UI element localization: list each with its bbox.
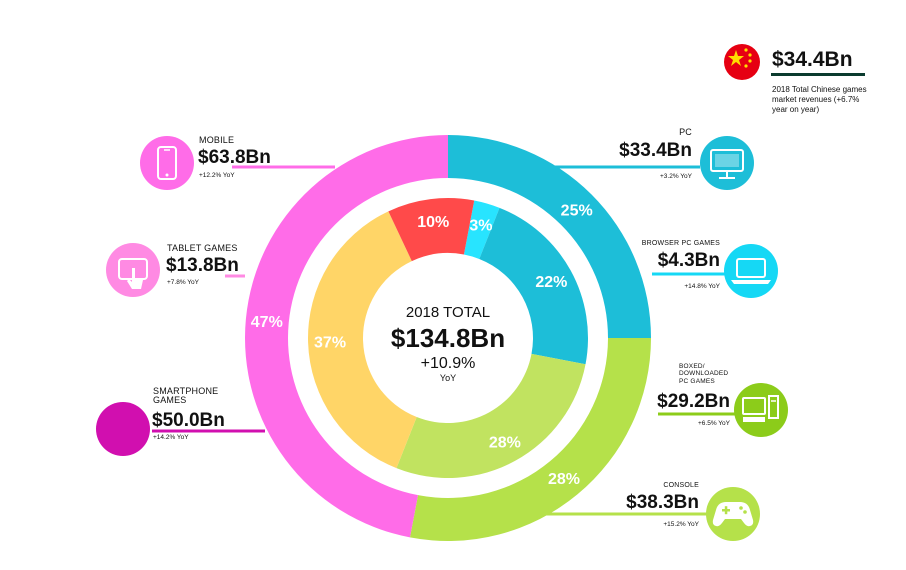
laptop-icon bbox=[724, 244, 778, 298]
console-yoy: +15.2% YoY bbox=[663, 521, 699, 528]
tablet-touch-icon bbox=[106, 243, 160, 297]
outer-slice-pc bbox=[448, 135, 651, 338]
inner-ring bbox=[308, 198, 588, 478]
center-total-value: $134.8Bn bbox=[390, 323, 506, 353]
tablet-value: $13.8Bn bbox=[166, 255, 239, 276]
china-revenue-value: $34.4Bn bbox=[772, 48, 853, 71]
china-note-line3: year on year) bbox=[772, 105, 820, 114]
outer-slice-mobile bbox=[245, 135, 448, 538]
inner-slice-console-label: 28% bbox=[489, 434, 521, 451]
center-title: 2018 TOTAL bbox=[405, 304, 491, 321]
outer-slice-console bbox=[409, 338, 651, 541]
outer-slice-pc-label: 25% bbox=[561, 202, 593, 219]
boxed-title-line2: DOWNLOADED bbox=[679, 370, 729, 378]
boxed-title-line1: BOXED/ bbox=[679, 363, 705, 370]
ring-labels: 25% 28% 47% 3% 22% 28% 37% 10% bbox=[251, 202, 593, 488]
smartphone-icon bbox=[96, 402, 150, 456]
mobile-phone-icon bbox=[140, 136, 194, 190]
center-yoy-sub: YoY bbox=[439, 373, 457, 383]
smartphone-title-line1: SMARTPHONE bbox=[153, 386, 219, 396]
china-revenue-note: 2018 Total Chinese games market revenues… bbox=[772, 85, 877, 115]
boxed-title: BOXED/ DOWNLOADED PC GAMES bbox=[679, 363, 728, 385]
outer-slice-mobile-label: 47% bbox=[251, 314, 283, 331]
smartphone-yoy: +14.2% YoY bbox=[153, 434, 189, 441]
smartphone-title: SMARTPHONE GAMES bbox=[153, 387, 218, 405]
pc-yoy: +3.2% YoY bbox=[660, 173, 692, 180]
outer-slice-console-label: 28% bbox=[548, 471, 580, 488]
outer-ring bbox=[245, 135, 651, 541]
pc-monitor-icon bbox=[700, 136, 754, 190]
mobile-yoy: +12.2% YoY bbox=[199, 172, 235, 179]
inner-slice-other-label: 10% bbox=[417, 214, 449, 231]
china-flag-icon bbox=[724, 44, 760, 80]
boxed-yoy: +6.5% YoY bbox=[698, 420, 730, 427]
inner-slice-browser-label: 3% bbox=[469, 218, 492, 235]
mobile-value: $63.8Bn bbox=[198, 147, 271, 168]
inner-slice-console bbox=[396, 353, 586, 478]
console-title: CONSOLE bbox=[663, 482, 699, 489]
gamepad-icon bbox=[706, 487, 760, 541]
inner-slice-mobile bbox=[308, 211, 417, 469]
boxed-title-line3: PC GAMES bbox=[679, 377, 715, 385]
boxed-value: $29.2Bn bbox=[657, 391, 730, 412]
browser-title: BROWSER PC GAMES bbox=[641, 240, 720, 247]
smartphone-title-line2: GAMES bbox=[153, 395, 187, 405]
inner-slice-mobile-label: 37% bbox=[314, 335, 346, 352]
china-underline bbox=[771, 73, 865, 76]
inner-slice-other bbox=[388, 198, 475, 262]
console-value: $38.3Bn bbox=[626, 492, 699, 513]
smartphone-value: $50.0Bn bbox=[152, 410, 225, 431]
desktop-pc-icon bbox=[734, 383, 788, 437]
china-note-line1: 2018 Total Chinese games bbox=[772, 85, 867, 94]
pc-value: $33.4Bn bbox=[619, 140, 692, 161]
tablet-title: TABLET GAMES bbox=[167, 243, 238, 253]
browser-value: $4.3Bn bbox=[657, 250, 720, 271]
mobile-title: MOBILE bbox=[199, 135, 235, 145]
tablet-yoy: +7.8% YoY bbox=[167, 279, 199, 286]
china-note-line2: market revenues (+6.7% bbox=[772, 95, 860, 104]
inner-slice-boxed bbox=[479, 207, 588, 365]
pc-title: PC bbox=[679, 127, 692, 137]
browser-yoy: +14.8% YoY bbox=[684, 283, 720, 290]
center-yoy: +10.9% bbox=[420, 355, 476, 372]
inner-slice-browser bbox=[463, 200, 500, 259]
inner-slice-boxed-label: 22% bbox=[535, 274, 567, 291]
